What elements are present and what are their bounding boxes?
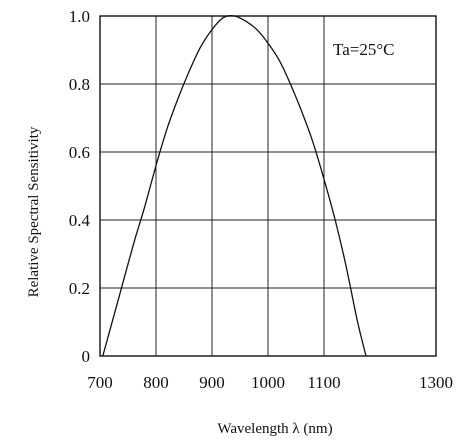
y-tick-label-2: 0.4 xyxy=(69,211,91,230)
y-tick-label-0: 0 xyxy=(82,347,91,366)
y-axis-title: Relative Spectral Sensitivity xyxy=(26,126,42,297)
y-tick-label-5: 1.0 xyxy=(69,7,90,26)
x-tick-label-1: 800 xyxy=(143,373,169,392)
x-tick-label-4: 1100 xyxy=(307,373,340,392)
y-tick-label-4: 0.8 xyxy=(69,75,90,94)
grid-layer xyxy=(100,16,436,356)
x-tick-label-3: 1000 xyxy=(251,373,285,392)
temperature-annotation: Ta=25°C xyxy=(333,40,394,59)
x-tick-labels: 700 800 900 1000 1100 1300 xyxy=(87,373,453,392)
curve-layer xyxy=(102,15,367,357)
plot-frame xyxy=(99,15,437,357)
y-tick-label-3: 0.6 xyxy=(69,143,90,162)
x-tick-label-5: 1300 xyxy=(419,373,453,392)
sensitivity-curve-0 xyxy=(102,15,367,357)
y-tick-label-1: 0.2 xyxy=(69,279,90,298)
x-axis-title: Wavelength λ (nm) xyxy=(217,421,332,437)
y-tick-labels: 0 0.2 0.4 0.6 0.8 1.0 xyxy=(69,7,91,366)
x-tick-label-2: 900 xyxy=(199,373,225,392)
x-tick-label-0: 700 xyxy=(87,373,113,392)
